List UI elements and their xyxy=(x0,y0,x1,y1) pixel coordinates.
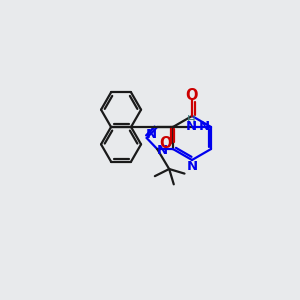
Text: H: H xyxy=(187,113,195,127)
Text: O: O xyxy=(159,136,171,151)
Text: N: N xyxy=(185,121,197,134)
Text: N: N xyxy=(186,160,198,173)
Text: N: N xyxy=(146,128,157,142)
Text: N: N xyxy=(199,121,210,134)
Text: O: O xyxy=(186,88,198,103)
Text: N: N xyxy=(157,145,168,158)
